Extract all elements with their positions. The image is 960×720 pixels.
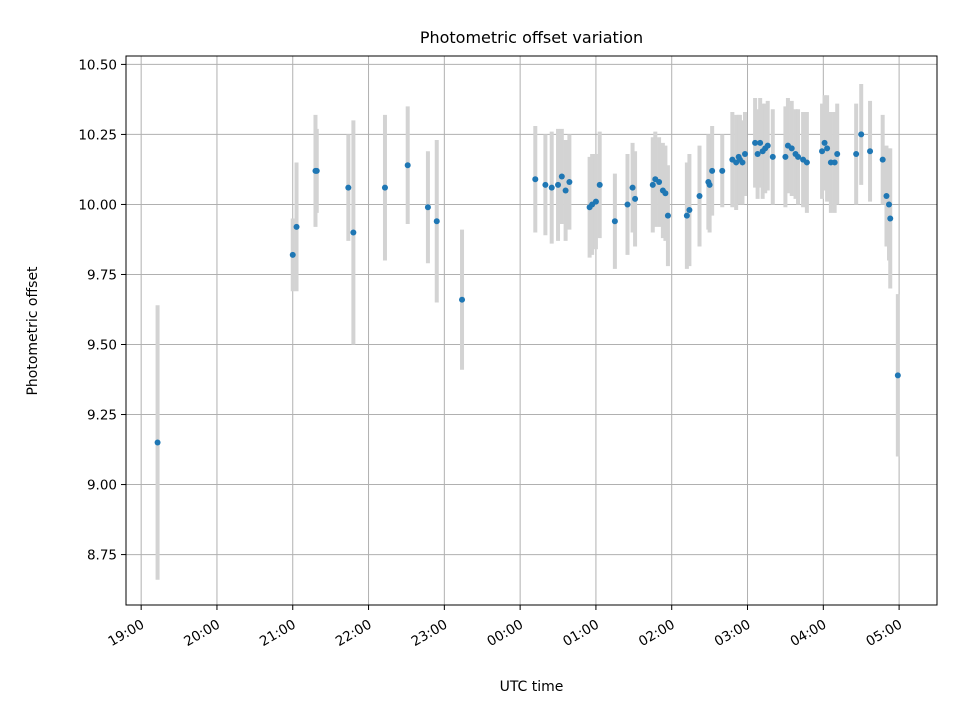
data-point	[459, 296, 466, 303]
data-point	[632, 195, 639, 202]
y-tick-label: 9.75	[87, 267, 117, 283]
data-point	[831, 159, 838, 166]
y-tick-label: 9.25	[87, 408, 117, 424]
plot-frame	[125, 55, 938, 606]
data-point	[696, 193, 703, 200]
y-axis-label: Photometric offset	[25, 266, 41, 396]
y-tick-label: 10.25	[78, 127, 117, 143]
data-point	[381, 184, 388, 191]
data-point	[683, 212, 690, 219]
data-point	[624, 201, 631, 208]
data-point	[885, 201, 892, 208]
data-point	[879, 156, 886, 163]
data-point	[293, 223, 300, 230]
data-point	[345, 184, 352, 191]
data-point	[154, 439, 161, 446]
data-point	[752, 139, 759, 146]
data-point	[566, 179, 573, 186]
data-point	[350, 229, 357, 236]
y-tick-label: 10.50	[78, 57, 117, 73]
data-point	[611, 218, 618, 225]
data-point	[883, 193, 890, 200]
data-point	[649, 181, 656, 188]
data-point	[754, 151, 761, 158]
data-point	[803, 159, 810, 166]
data-point	[824, 145, 831, 152]
data-point	[555, 181, 562, 188]
data-point	[656, 179, 663, 186]
data-point	[819, 148, 826, 155]
data-point	[686, 207, 693, 214]
data-point	[313, 167, 320, 174]
data-point	[887, 215, 894, 222]
data-point	[558, 173, 565, 180]
data-point	[834, 151, 841, 158]
data-point	[894, 372, 901, 379]
data-point	[782, 153, 789, 160]
data-point	[548, 184, 555, 191]
data-point	[709, 167, 716, 174]
data-point	[424, 204, 431, 211]
data-point	[662, 190, 669, 197]
data-point	[719, 167, 726, 174]
data-point	[739, 159, 746, 166]
data-point	[764, 142, 771, 149]
data-point	[433, 218, 440, 225]
data-point	[629, 184, 636, 191]
data-point	[706, 181, 713, 188]
y-tick-label: 8.75	[87, 548, 117, 564]
data-point	[596, 181, 603, 188]
data-point	[542, 181, 549, 188]
grid-layer	[126, 56, 937, 605]
data-point	[592, 198, 599, 205]
data-point	[821, 139, 828, 146]
data-point	[741, 151, 748, 158]
data-point	[769, 153, 776, 160]
data-point	[562, 187, 569, 194]
data-point	[664, 212, 671, 219]
data-point	[858, 131, 865, 138]
y-tick-label: 9.50	[87, 338, 117, 354]
y-axis-ticks: 8.75 9.00 9.25 9.50 9.75 10.00 10.25 10.50	[78, 57, 126, 564]
data-point	[867, 148, 874, 155]
point-layer	[154, 131, 901, 446]
data-point	[404, 162, 411, 169]
data-point	[853, 151, 860, 158]
data-point	[757, 139, 764, 146]
y-tick-label: 10.00	[78, 197, 117, 213]
x-axis-label: UTC time	[500, 679, 564, 695]
data-point	[532, 176, 539, 183]
data-point	[795, 153, 802, 160]
data-point	[788, 145, 795, 152]
chart-title: Photometric offset variation	[420, 28, 643, 47]
data-point	[289, 251, 296, 258]
y-tick-label: 9.00	[87, 478, 117, 494]
